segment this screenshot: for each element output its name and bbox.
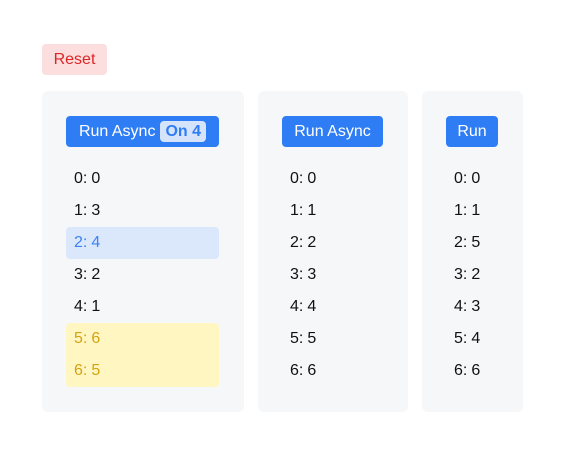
run-button[interactable]: Run	[446, 116, 498, 147]
list-item: 5: 4	[454, 330, 481, 347]
run-button-label: Run	[457, 122, 487, 140]
list-item: 6: 6	[290, 362, 317, 379]
result-list: 0: 0 1: 3 2: 4 3: 2 4: 1 5: 6 6: 5	[66, 163, 219, 387]
list-item: 3: 3	[290, 266, 317, 283]
list-item: 6: 6	[454, 362, 481, 379]
reset-button[interactable]: Reset	[42, 44, 107, 75]
list-item: 5: 5	[290, 330, 317, 347]
list-item-highlighted: 6: 5	[66, 355, 219, 387]
panel-run-async-on-4: Run Async On 4 0: 0 1: 3 2: 4 3: 2 4: 1 5: 6 6…	[42, 91, 244, 412]
result-list: 0: 0 1: 1 2: 5 3: 2 4: 3 5: 4 6: 6	[446, 163, 498, 387]
list-item: 0: 0	[454, 170, 481, 187]
result-list: 0: 0 1: 1 2: 2 3: 3 4: 4 5: 5 6: 6	[282, 163, 383, 387]
list-item: 0: 0	[290, 170, 317, 187]
run-button-label: Run Async	[78, 122, 156, 140]
run-async-on-4-button[interactable]: Run Async On 4	[66, 116, 219, 147]
list-item-highlighted: 2: 4	[66, 227, 219, 259]
list-item: 0: 0	[74, 170, 101, 187]
list-item: 1: 3	[74, 202, 101, 219]
run-button-badge: On 4	[160, 121, 207, 142]
run-button-label: Run Async	[294, 122, 371, 140]
list-item: 2: 2	[290, 234, 317, 251]
list-item: 4: 4	[290, 298, 317, 315]
panel-run-async: Run Async 0: 0 1: 1 2: 2 3: 3 4: 4 5: 5 6: 6	[258, 91, 408, 412]
list-item-highlighted: 5: 6	[66, 323, 219, 355]
list-item: 3: 2	[74, 266, 101, 283]
run-async-button[interactable]: Run Async	[282, 116, 383, 147]
panel-run: Run 0: 0 1: 1 2: 5 3: 2 4: 3 5: 4 6: 6	[422, 91, 523, 412]
list-item: 2: 5	[454, 234, 481, 251]
list-item: 3: 2	[454, 266, 481, 283]
list-item: 1: 1	[290, 202, 317, 219]
list-item: 4: 3	[454, 298, 481, 315]
list-item: 1: 1	[454, 202, 481, 219]
list-item: 4: 1	[74, 298, 101, 315]
